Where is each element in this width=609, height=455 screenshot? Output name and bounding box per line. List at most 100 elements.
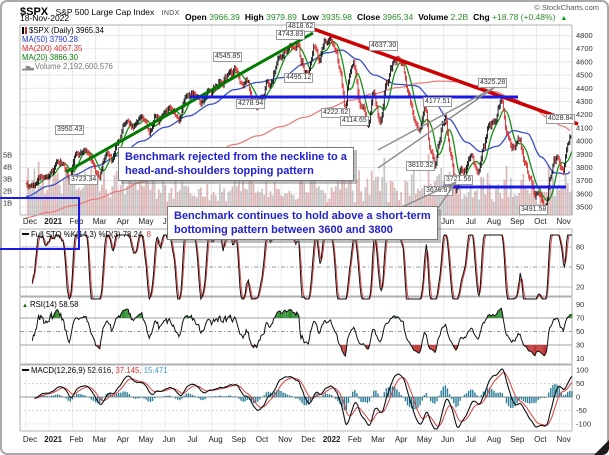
sto-d-value: 8: [146, 230, 151, 239]
candlestick-icon-red: [25, 27, 27, 34]
svg-text:Jul: Jul: [466, 435, 476, 444]
svg-text:Jun: Jun: [163, 435, 176, 444]
svg-text:4400: 4400: [576, 84, 593, 93]
svg-text:Aug: Aug: [487, 435, 501, 444]
svg-text:Dec: Dec: [23, 217, 37, 226]
open-value: 3966.39: [209, 12, 240, 22]
symbol: $SPX: [20, 6, 49, 18]
price-point-label: 3636.87: [424, 186, 454, 196]
svg-text:-100: -100: [576, 420, 591, 429]
stockcharts-watermark: © StockCharts.com: [534, 3, 599, 12]
sto-panel: 80 50 20: [20, 233, 584, 301]
svg-text:Sep: Sep: [510, 435, 525, 444]
svg-text:Sep: Sep: [510, 217, 525, 226]
rsi-icon: ▲: [22, 303, 28, 309]
ma50-legend: MA(50) 3790.28: [22, 35, 78, 44]
price-axis-labels: 4800 4700 4600 4500 4400 4300 4200 4100 4000 3900…: [576, 31, 593, 211]
price-point-label: 4637.30: [369, 41, 399, 51]
svg-text:4700: 4700: [576, 44, 593, 53]
index-name: S&P 500 Large Cap Index: [55, 7, 155, 17]
svg-text:4800: 4800: [576, 31, 593, 40]
macd-hist-value: 15.471: [143, 366, 168, 375]
svg-text:50: 50: [576, 327, 584, 336]
high-label: High: [244, 12, 264, 22]
macd-line-icon: [22, 369, 29, 371]
chg-value: +18.78 (+0.48%): [492, 12, 556, 22]
ma200-legend: MA(200) 4067.35: [22, 44, 83, 53]
svg-text:5B: 5B: [3, 151, 12, 160]
svg-text:Feb: Feb: [348, 435, 362, 444]
volume-legend-text: Volume 2,192,600,576: [34, 62, 113, 71]
svg-text:Feb: Feb: [70, 435, 84, 444]
price-point-label: 3950.43: [55, 125, 85, 135]
price-legend: $SPX (Daily) 3965.34: [22, 26, 104, 35]
svg-text:Mar: Mar: [93, 435, 107, 444]
svg-text:4B: 4B: [3, 163, 12, 172]
svg-text:4600: 4600: [576, 57, 593, 66]
svg-text:Apr: Apr: [117, 217, 130, 226]
chart-header: $SPX S&P 500 Large Cap Index INDX © Stoc…: [0, 0, 609, 25]
exchange: INDX: [161, 10, 180, 17]
high-value: 3979.89: [266, 12, 297, 22]
svg-text:90: 90: [576, 300, 584, 309]
annotation-head-and-shoulders: Benchmark rejected from the neckline to …: [118, 147, 354, 181]
price-point-label: 4278.94: [236, 99, 266, 109]
svg-text:2021: 2021: [44, 217, 62, 226]
macd-label: MACD(12,26,9): [31, 366, 86, 375]
blue-rectangle-annotation: [0, 197, 80, 250]
corner-triangle: [594, 440, 609, 455]
sto-line-icon: [22, 233, 29, 235]
svg-text:Mar: Mar: [371, 435, 385, 444]
svg-text:1B: 1B: [3, 199, 12, 208]
price-point-label: 4743.83: [276, 30, 306, 40]
svg-text:-50: -50: [576, 406, 587, 415]
macd-signal-value: 37.145,: [115, 366, 142, 375]
price-point-label: 4495.12: [284, 73, 314, 83]
svg-text:Dec: Dec: [23, 435, 37, 444]
price-point-label: 3721.56: [444, 175, 474, 185]
candlestick-icon: [22, 27, 24, 34]
svg-text:2021: 2021: [44, 435, 62, 444]
svg-text:Oct: Oct: [256, 435, 269, 444]
up-triangle-icon: ▲: [560, 15, 568, 22]
price-point-label: 3810.32: [406, 161, 436, 171]
svg-text:Jul: Jul: [187, 435, 197, 444]
annotation2-line2: bottoming pattern between 3600 and 3800: [174, 224, 393, 236]
svg-text:3900: 3900: [576, 150, 593, 159]
sto-label: Full STO %K(14,3) %D(3): [31, 230, 121, 239]
svg-text:Oct: Oct: [534, 435, 547, 444]
svg-text:Nov: Nov: [556, 217, 570, 226]
chart-date: 18-Nov-2022: [20, 13, 70, 23]
svg-text:3500: 3500: [576, 203, 593, 212]
svg-text:4200: 4200: [576, 110, 593, 119]
macd-legend: MACD(12,26,9) 52.616, 37.145, 15.471: [22, 366, 168, 375]
svg-text:2022: 2022: [323, 435, 341, 444]
svg-text:Aug: Aug: [208, 435, 222, 444]
svg-text:3600: 3600: [576, 189, 593, 198]
svg-text:3800: 3800: [576, 163, 593, 172]
sto-k-value: 78.24,: [122, 230, 145, 239]
svg-text:Apr: Apr: [117, 435, 130, 444]
price-point-label: 4177.51: [423, 97, 453, 107]
svg-text:May: May: [138, 217, 153, 226]
volume-axis-labels: 5B 4B 3B 2B 1B: [3, 151, 12, 208]
svg-text:Jun: Jun: [441, 435, 454, 444]
svg-text:May: May: [417, 435, 432, 444]
svg-text:80: 80: [576, 242, 584, 251]
volume-bars-icon: ▂▅▃: [22, 65, 34, 71]
date-axis: Dec Dec 2021 2021 Feb Feb Mar Mar Apr Apr May May Ju…: [23, 217, 571, 444]
close-value: 3965.34: [382, 12, 414, 22]
series-legend: $SPX (Daily) 3965.34: [29, 26, 104, 35]
rsi-legend: ▲ RSI(14) 58.58: [22, 300, 79, 309]
annotation1-line2: head-and-shoulders topping pattern: [125, 165, 314, 177]
svg-text:Jun: Jun: [441, 217, 454, 226]
annotation-bottoming-pattern: Benchmark continues to hold above a shor…: [167, 206, 438, 240]
svg-text:Jul: Jul: [466, 217, 476, 226]
annotation1-line1: Benchmark rejected from the neckline to …: [125, 151, 347, 163]
chg-label: Chg: [473, 12, 490, 22]
svg-text:Apr: Apr: [395, 435, 408, 444]
price-point-label: 3723.34: [69, 175, 99, 185]
svg-text:Dec: Dec: [301, 435, 315, 444]
svg-text:Aug: Aug: [487, 217, 501, 226]
svg-text:4500: 4500: [576, 71, 593, 80]
